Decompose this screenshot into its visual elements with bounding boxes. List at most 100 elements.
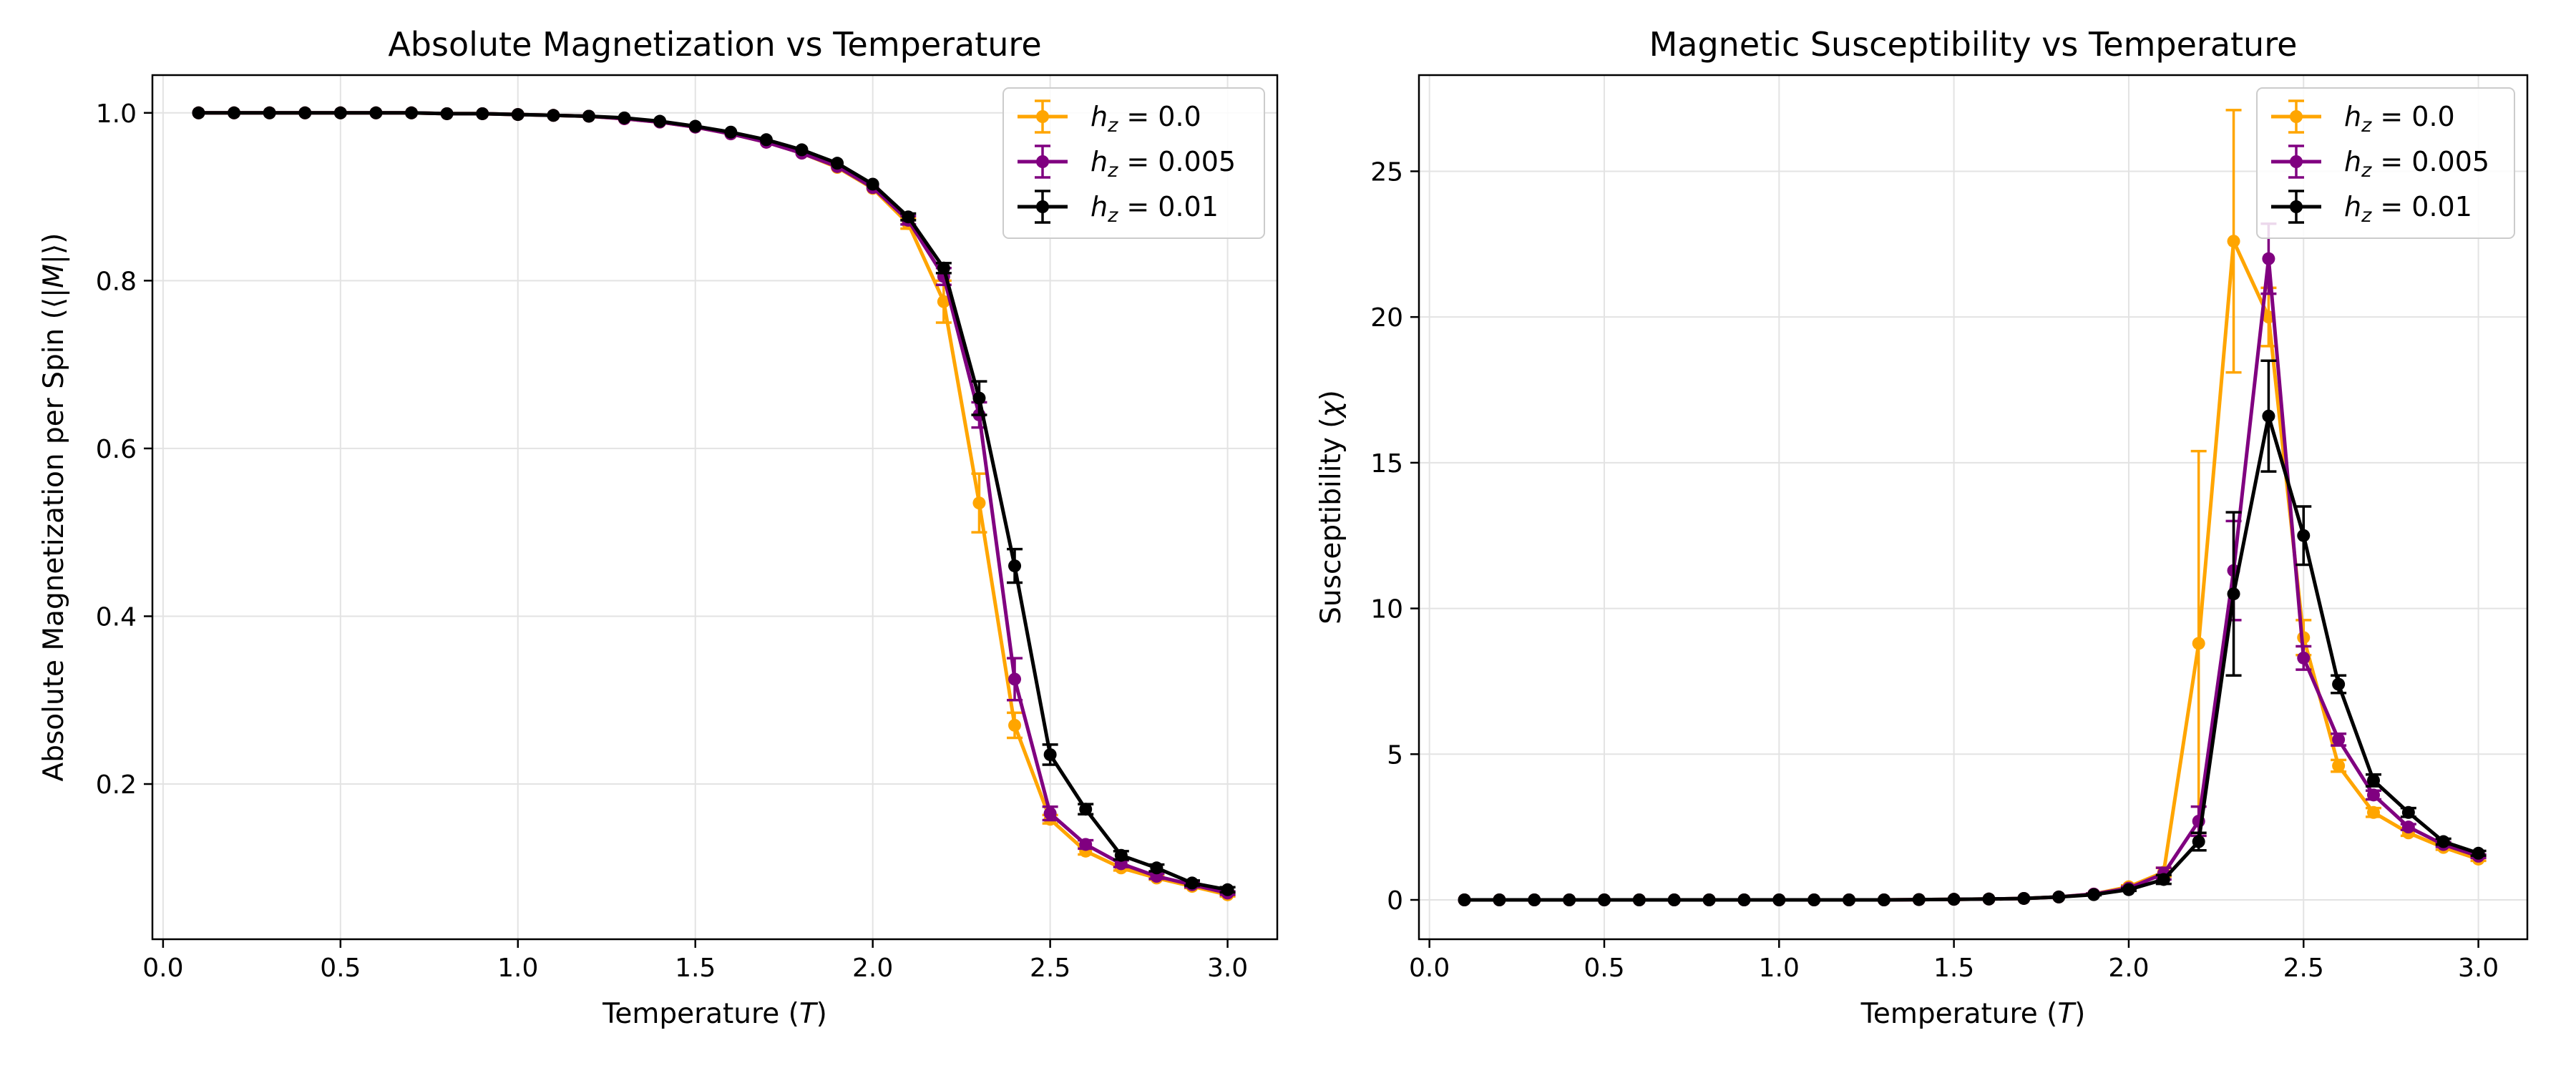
data-point (192, 106, 205, 119)
x-tick-label: 3.0 (1207, 954, 1248, 983)
data-point (2017, 891, 2031, 905)
data-point (405, 106, 419, 119)
data-point (2436, 835, 2450, 848)
x-tick-label: 1.5 (675, 954, 716, 983)
legend-label-main: h (2344, 101, 2361, 132)
legend-item-1: hz = 0.0 (2271, 99, 2455, 137)
legend-label-sub: z (2361, 160, 2372, 182)
legend-label-value: = 0.005 (1118, 146, 1236, 177)
x-tick-label: 0.5 (320, 954, 361, 983)
legend-label-sub: z (1107, 160, 1118, 182)
legend-marker (1036, 200, 1049, 213)
data-point (333, 106, 347, 119)
legend-marker (1036, 155, 1049, 168)
legend-label: hz = 0.005 (2344, 146, 2489, 182)
data-point (2052, 890, 2066, 903)
legend-label: hz = 0.0 (1091, 101, 1201, 137)
data-point (1667, 893, 1681, 906)
data-point (2227, 235, 2240, 248)
plot-frame (1418, 74, 2529, 941)
series-3 (192, 106, 1236, 896)
y-tick-label: 1.0 (96, 99, 137, 129)
legend-marker (2290, 155, 2303, 168)
y-axis-label: Susceptibility (χ) (1315, 390, 1347, 624)
y-tick-label: 15 (1370, 449, 1403, 479)
plot-frame (151, 74, 1279, 941)
data-point (1597, 893, 1611, 906)
data-point (2192, 835, 2205, 848)
legend-label-value: = 0.01 (2371, 191, 2472, 222)
data-point (263, 106, 276, 119)
legend-item-2: hz = 0.005 (1018, 144, 1236, 182)
x-tick-label: 1.0 (497, 954, 538, 983)
data-point (2472, 846, 2485, 860)
data-point (1807, 893, 1821, 906)
data-point (1008, 559, 1022, 573)
data-point (1185, 876, 1199, 890)
y-tick-label: 0.2 (96, 770, 137, 800)
data-point (2401, 805, 2415, 819)
data-point (1221, 883, 1234, 896)
data-point (2332, 733, 2346, 746)
y-axis-label-var: χ (1315, 399, 1347, 418)
data-point (2087, 888, 2101, 901)
data-point (937, 261, 950, 275)
legend-label-main: h (2344, 191, 2361, 222)
data-point (1877, 893, 1890, 906)
legend-item-2: hz = 0.005 (2271, 144, 2489, 182)
y-tick-label: 5 (1387, 740, 1403, 770)
data-point (972, 391, 986, 405)
legend-label-value: = 0.0 (2371, 101, 2454, 132)
data-point (1632, 893, 1646, 906)
y-axis-label: Absolute Magnetization per Spin (⟨|M|⟩) (38, 233, 70, 782)
y-tick-label: 0.8 (96, 267, 137, 296)
x-tick-label: 2.0 (2108, 954, 2149, 983)
x-tick-label: 2.5 (2283, 954, 2324, 983)
data-point (1563, 893, 1576, 906)
data-point (369, 106, 383, 119)
legend-box (1002, 87, 1265, 239)
data-point (2401, 820, 2415, 834)
legend-label-value: = 0.0 (1118, 101, 1201, 132)
data-point (2157, 873, 2170, 886)
x-axis-label: Temperature (T) (1860, 998, 2086, 1030)
legend-label-sub: z (1107, 114, 1118, 137)
data-point (1982, 892, 1996, 906)
data-point (1772, 893, 1786, 906)
data-point (298, 106, 312, 119)
data-point (1150, 861, 1163, 875)
legend-label-sub: z (2361, 205, 2372, 227)
data-point (511, 108, 525, 122)
data-point (2366, 805, 2380, 819)
legend-label: hz = 0.005 (1091, 146, 1236, 182)
data-point (1043, 807, 1057, 820)
data-point (2262, 409, 2275, 423)
data-point (1079, 803, 1093, 816)
y-tick-label: 25 (1370, 157, 1403, 187)
data-point (228, 106, 241, 119)
x-tick-label: 2.0 (852, 954, 893, 983)
x-tick-label: 2.5 (1030, 954, 1070, 983)
x-tick-label: 3.0 (2458, 954, 2499, 983)
legend-label-value: = 0.005 (2371, 146, 2489, 177)
data-point (1843, 893, 1856, 906)
data-point (1043, 748, 1057, 761)
x-axis-label-text: Temperature ( (1860, 998, 2058, 1030)
data-point (618, 111, 631, 124)
data-point (1079, 838, 1093, 851)
legend-label: hz = 0.01 (1091, 191, 1219, 227)
legend-label-sub: z (2361, 114, 2372, 137)
legend-label-main: h (1091, 191, 1108, 222)
legend-label-value: = 0.01 (1118, 191, 1219, 222)
data-point (2332, 677, 2346, 691)
data-point (2262, 252, 2275, 265)
legend-marker (2290, 110, 2303, 123)
legend-marker (2290, 200, 2303, 213)
y-axis-label-end: ) (1315, 390, 1347, 401)
data-point (724, 125, 738, 139)
legend-label: hz = 0.01 (2344, 191, 2472, 227)
data-point (2297, 651, 2311, 665)
data-point (1947, 893, 1961, 906)
data-point (2366, 788, 2380, 802)
